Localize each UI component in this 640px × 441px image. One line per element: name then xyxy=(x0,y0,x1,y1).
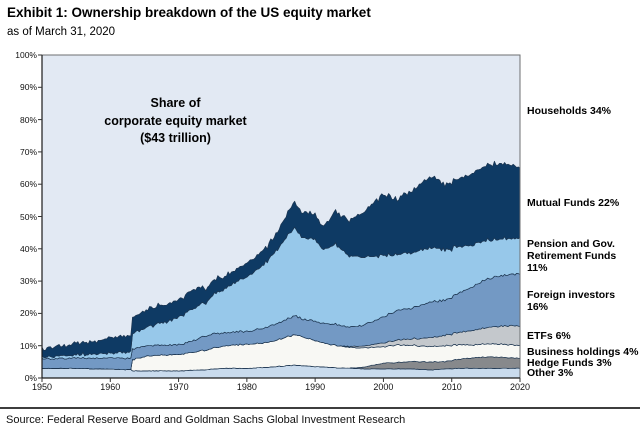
series-label-etfs: ETFs 6% xyxy=(527,330,571,343)
series-label-hedge_funds: Hedge Funds 3% xyxy=(527,357,612,370)
y-tick-label: 20% xyxy=(19,308,37,319)
y-tick-label: 100% xyxy=(15,50,37,60)
chart-annotation: Share of corporate equity market ($43 tr… xyxy=(104,96,247,145)
exhibit-subtitle: as of March 31, 2020 xyxy=(7,26,116,38)
x-tick-label: 1960 xyxy=(100,382,121,392)
y-tick-label: 70% xyxy=(19,146,37,157)
y-tick-label: 60% xyxy=(19,179,37,190)
x-tick-label: 1980 xyxy=(236,382,257,392)
series-label-pension_gov_retirement: Pension and Gov. Retirement Funds 11% xyxy=(527,238,617,275)
series-label-foreign_investors: Foreign investors 16% xyxy=(527,288,616,313)
x-tick-label: 1950 xyxy=(31,382,53,392)
x-tick-label: 1990 xyxy=(305,382,326,392)
stacked-area-chart xyxy=(38,54,521,382)
x-tick-label: 2000 xyxy=(373,382,394,392)
y-tick-label: 50% xyxy=(19,211,37,222)
exhibit-title: Exhibit 1: Ownership breakdown of the US… xyxy=(7,5,371,20)
source-text: Source: Federal Reserve Board and Goldma… xyxy=(6,414,406,426)
x-tick-label: 2020 xyxy=(509,382,531,392)
series-label-other: Other 3% xyxy=(527,367,574,380)
series-label-business_holdings: Business holdings 4% xyxy=(527,346,639,359)
x-tick-label: 2010 xyxy=(441,382,462,392)
x-tick-label: 1970 xyxy=(168,382,189,392)
source-divider xyxy=(0,407,640,409)
y-tick-label: 40% xyxy=(19,243,37,254)
y-tick-label: 80% xyxy=(19,114,37,125)
y-tick-label: 0% xyxy=(24,373,37,383)
series-label-mutual_funds: Mutual Funds 22% xyxy=(527,196,620,209)
y-tick-label: 30% xyxy=(19,276,37,287)
y-tick-label: 90% xyxy=(19,82,37,93)
series-label-households: Households 34% xyxy=(527,105,612,118)
y-tick-label: 10% xyxy=(19,340,37,351)
